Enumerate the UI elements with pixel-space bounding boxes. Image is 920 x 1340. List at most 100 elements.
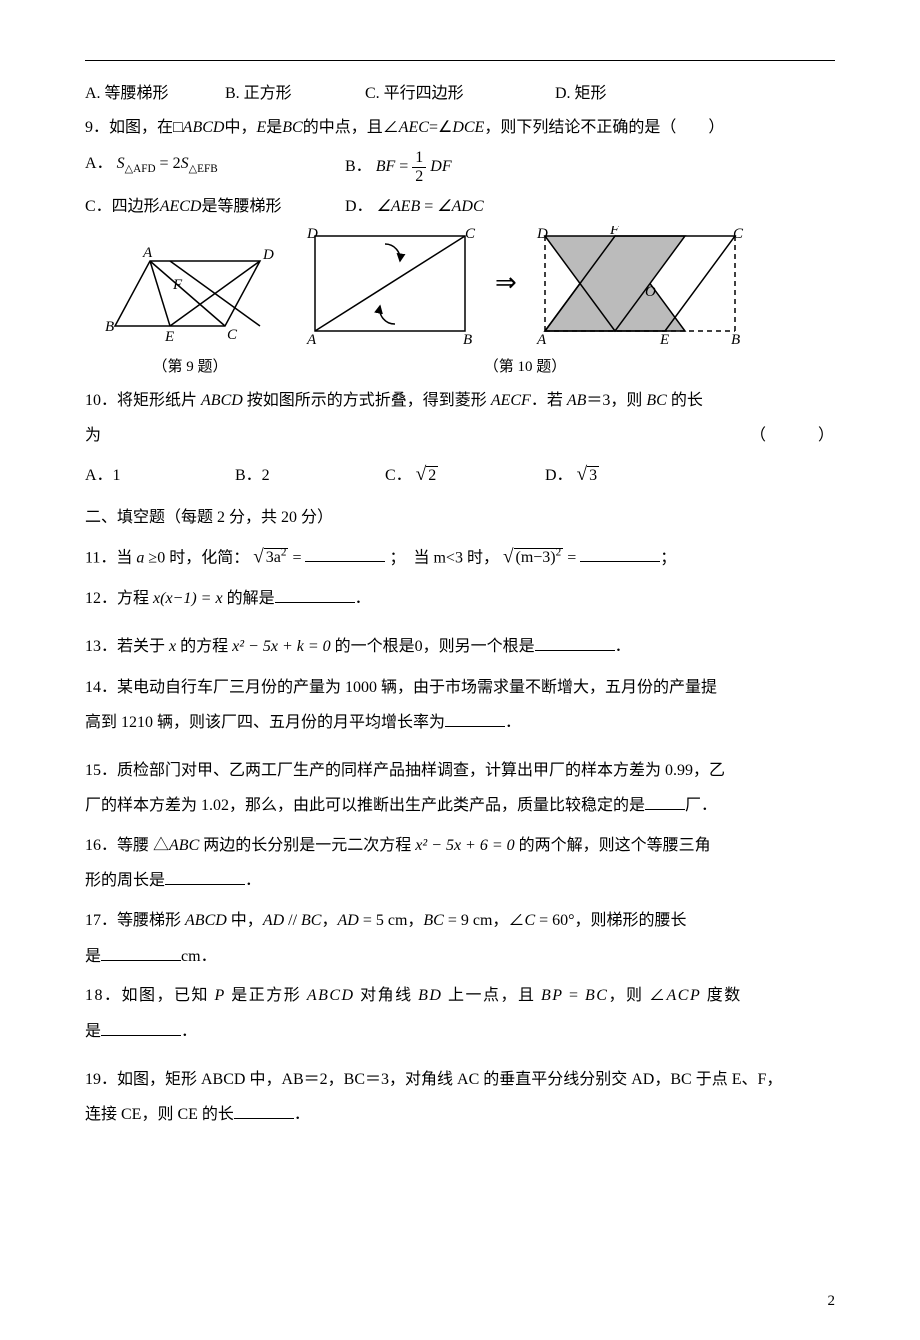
q19-l2t: 连接 CE，则 CE 的长 (85, 1106, 234, 1123)
q18-bd: BD (418, 987, 442, 1004)
q17-blank[interactable] (101, 944, 181, 961)
fig10-label: （第 10 题） (295, 355, 755, 376)
q16-l1: 16．等腰 △ABC 两边的长分别是一元二次方程 x² − 5x + 6 = 0… (85, 831, 835, 861)
f10r-E: E (659, 332, 669, 348)
q19-blank[interactable] (234, 1102, 294, 1119)
q10-bc: BC (646, 392, 666, 409)
q9c-t2: 是等腰梯形 (201, 198, 281, 215)
q11-pre: 11．当 (85, 549, 136, 566)
q9b-num: 1 (412, 149, 426, 168)
f10l-A: A (306, 332, 317, 348)
q10d-pre: D． (545, 467, 573, 484)
q11-r1: 3a (266, 549, 281, 566)
q10-t1: 10．将矩形纸片 (85, 392, 201, 409)
q17-l1: 17．等腰梯形 ABCD 中，AD // BC，AD = 5 cm，BC = 9… (85, 906, 835, 936)
f10r-O: O (645, 284, 656, 300)
q9-opt-b: B． BF = 12 DF (345, 149, 452, 185)
q10-t6: 为 (85, 427, 101, 444)
q9-t5: =∠ (429, 119, 452, 136)
q18-l2t: 是 (85, 1023, 101, 1040)
q10-opt-d: D． √3 (545, 461, 599, 485)
q9-row-cd: C．四边形AECD是等腰梯形 D． ∠AEB = ∠ADC (85, 192, 835, 216)
fig9-svg: A D B C E F (105, 241, 275, 351)
q11-blank2[interactable] (580, 545, 660, 562)
q14-blank[interactable] (445, 710, 505, 727)
q13-eq: x² − 5x + k = 0 (232, 638, 331, 655)
q18-t2: 是正方形 (226, 987, 307, 1004)
q18-abcd: ABCD (307, 987, 355, 1004)
q10-t4: ＝3，则 (586, 392, 646, 409)
q11-t5: ； (660, 549, 676, 566)
fig9-label: （第 9 题） (105, 355, 275, 376)
q16-blank[interactable] (165, 868, 245, 885)
q11-blank1[interactable] (305, 545, 385, 562)
q10-stem-l1: 10．将矩形纸片 ABCD 按如图所示的方式折叠，得到菱形 AECF．若 AB＝… (85, 386, 835, 416)
f10r-D: D (536, 226, 548, 242)
q10-opts: A．1 B．2 C． √2 D． √3 (85, 461, 835, 485)
q10-opt-b: B．2 (235, 461, 385, 485)
q10-t3: ．若 (531, 392, 567, 409)
q16-t1: 两边的长分别是一元二次方程 (199, 837, 415, 854)
q19-l1: 19．如图，矩形 ABCD 中，AB＝2，BC＝3，对角线 AC 的垂直平分线分… (85, 1065, 835, 1095)
q11-r2: (m−3) (516, 549, 556, 566)
q10-t5: 的长 (667, 392, 703, 409)
q9-abcd: ABCD (183, 119, 225, 136)
q10d-val: 3 (587, 466, 599, 484)
q12-pre: 12．方程 (85, 590, 153, 607)
q17-ad: AD (263, 912, 284, 929)
q16-eq: x² − 5x + 6 = 0 (415, 837, 514, 854)
q17-pre: 17．等腰梯形 (85, 912, 185, 929)
q17-t4: = 9 cm，∠ (444, 912, 525, 929)
q18-p: P (215, 987, 226, 1004)
q12-post: 的解是 (223, 590, 275, 607)
q9-e: E (256, 119, 266, 136)
q9a-sub2: △EFB (189, 164, 218, 176)
q9a-s1: S (117, 155, 125, 172)
q13-t1: 的方程 (176, 638, 232, 655)
q18-l2: 是． (85, 1018, 835, 1047)
q13-blank[interactable] (535, 634, 615, 651)
q15-l2b: 厂． (685, 797, 717, 814)
q13: 13．若关于 x 的方程 x² − 5x + k = 0 的一个根是0，则另一个… (85, 632, 835, 662)
q9c-aecd: AECD (160, 198, 202, 215)
q17-c: C (524, 912, 535, 929)
q9d-rhs: ∠ADC (437, 198, 483, 215)
q17-abcd: ABCD (185, 912, 227, 929)
f9-B: B (105, 319, 114, 335)
q12-eq: x(x−1) = x (153, 590, 223, 607)
figure-q10: A B C D ⇒ A B (295, 226, 755, 376)
q17-t1: 中， (227, 912, 263, 929)
q12-dot: ． (355, 590, 371, 607)
f10l-C: C (465, 226, 476, 242)
q9b-lhs: BF (376, 158, 396, 175)
q17-l2: 是cm． (85, 943, 835, 972)
top-rule (85, 60, 835, 61)
q11-t3: ； 当 m<3 时， (389, 549, 498, 566)
q9b-rhs: DF (430, 158, 451, 175)
q9-opt-d: D． ∠AEB = ∠ADC (345, 192, 484, 216)
f9-F: F (172, 277, 183, 293)
q9c-t: C．四边形 (85, 198, 160, 215)
q8-options: A. 等腰梯形 B. 正方形 C. 平行四边形 D. 矩形 (85, 79, 835, 103)
q9b-eq: = (399, 158, 412, 175)
f9-E: E (164, 329, 174, 345)
q9-opt-c: C．四边形AECD是等腰梯形 (85, 192, 345, 216)
figure-row: A D B C E F （第 9 题） (105, 226, 835, 376)
q12-blank[interactable] (275, 586, 355, 603)
q17-t2: ， (321, 912, 337, 929)
q10c-pre: C． (385, 467, 412, 484)
q18-blank[interactable] (101, 1019, 181, 1036)
q18-dot: ． (181, 1023, 197, 1040)
q9d-pre: D． (345, 198, 373, 215)
q15-blank[interactable] (645, 793, 685, 810)
q13-pre: 13．若关于 (85, 638, 169, 655)
q9-aec: AEC (399, 119, 429, 136)
f10r-A: A (536, 332, 547, 348)
q10-opt-a: A．1 (85, 461, 235, 485)
fig10-svg: A B C D ⇒ A B (295, 226, 755, 351)
q10-ab: AB (567, 392, 587, 409)
q19-l2: 连接 CE，则 CE 的长． (85, 1101, 835, 1130)
q11-t1: ≥0 时，化简： (144, 549, 249, 566)
q16-l2t: 形的周长是 (85, 872, 165, 889)
q17-l2b: cm． (181, 948, 217, 965)
